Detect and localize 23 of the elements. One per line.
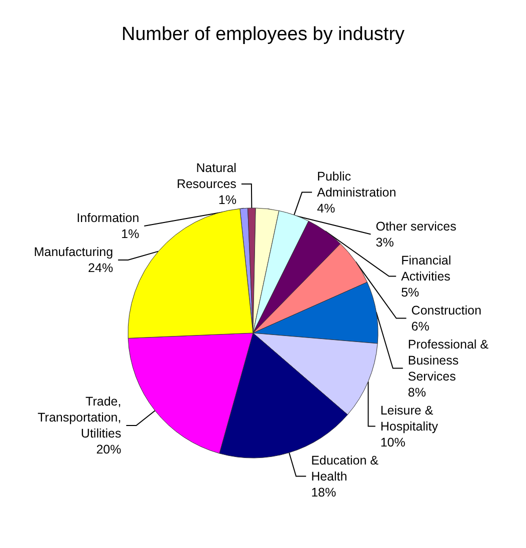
slice-label: Construction [411, 303, 482, 318]
slice-label: Professional & Business Services [408, 337, 490, 384]
data-label: 3% [376, 235, 394, 250]
data-label: 1% [218, 193, 236, 208]
slice-label: Other services [376, 219, 456, 234]
slice-label: Education & Health [311, 453, 380, 484]
slice-label: Trade, Transportation, Utilities [38, 394, 122, 441]
data-label: 1% [121, 227, 140, 242]
data-label: 6% [411, 319, 430, 334]
data-label: 8% [408, 385, 426, 400]
slice-label: Information [76, 211, 140, 226]
data-label: 24% [88, 261, 114, 276]
slice-label: Financial Activities [401, 253, 452, 284]
slice-label: Natural Resources [176, 161, 236, 192]
data-label: 10% [380, 435, 406, 450]
data-label: 4% [317, 201, 336, 216]
slice-label: Leisure & Hospitality [380, 403, 439, 434]
slice-label: Public Administration [317, 169, 396, 200]
data-label: 5% [401, 285, 420, 300]
data-label: 20% [96, 442, 122, 457]
data-label: 18% [311, 485, 336, 500]
chart-title: Number of employees by industry [121, 24, 406, 45]
slice-label: Manufacturing [34, 245, 114, 260]
